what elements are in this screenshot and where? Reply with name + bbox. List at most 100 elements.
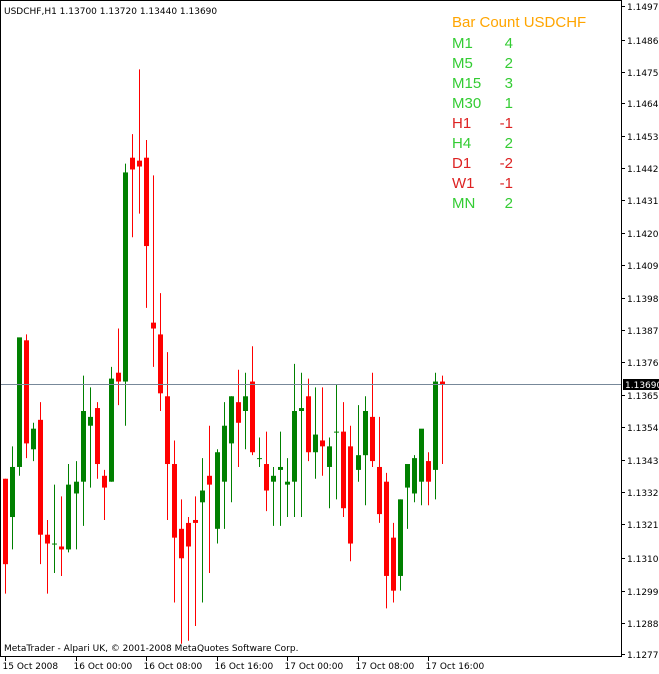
candle-body (271, 475, 276, 482)
y-tick-label: 1.12775 (627, 651, 659, 661)
candle-body (222, 425, 227, 482)
candle (179, 499, 184, 644)
x-tick-label: 15 Oct 2008 (3, 662, 59, 672)
candle-body (10, 466, 15, 518)
bar-count-timeframe: M30 (452, 95, 481, 112)
candle-body (24, 340, 29, 444)
y-tick-label: 1.14860 (627, 37, 659, 47)
candle (45, 519, 50, 594)
candle-body (278, 466, 283, 470)
candle-body (200, 490, 205, 503)
candle (320, 387, 325, 476)
candle (285, 458, 290, 518)
y-tick-label: 1.13765 (627, 359, 659, 369)
candle (229, 396, 234, 503)
symbol-header: USDCHF,H1 1.13700 1.13720 1.13440 1.1369… (4, 7, 217, 17)
x-tick-label: 17 Oct 00:00 (285, 662, 344, 672)
candle (433, 372, 438, 500)
candle-body (229, 396, 234, 444)
y-tick-label: 1.13325 (627, 489, 659, 499)
candle-body (172, 464, 177, 538)
x-tick-label: 16 Oct 16:00 (215, 662, 274, 672)
y-axis: 1.14975 1.14860 1.14750 1.14645 1.14535 1.144… (621, 3, 659, 661)
candle (10, 446, 15, 550)
candle (102, 469, 107, 520)
candle (158, 293, 163, 411)
bar-count-title: Bar Count USDCHF (452, 14, 586, 31)
candle-body (264, 464, 269, 491)
candle (334, 384, 339, 500)
candle-body (391, 537, 396, 591)
candle (59, 496, 64, 576)
y-tick-label: 1.14205 (627, 230, 659, 240)
candle (327, 437, 332, 509)
candle (3, 478, 8, 594)
y-tick-label: 1.13100 (627, 555, 659, 565)
candle-body (405, 464, 410, 488)
candle (412, 455, 417, 503)
candle (207, 425, 212, 573)
y-tick-label: 1.12990 (627, 588, 659, 598)
footer-copyright: MetaTrader - Alpari UK, © 2001-2008 Meta… (4, 644, 298, 654)
bar-count-value: -2 (500, 155, 513, 172)
bar-count-timeframe: M15 (452, 75, 481, 92)
candle (271, 466, 276, 526)
candle-body (433, 381, 438, 470)
y-tick-label: 1.14315 (627, 197, 659, 207)
y-tick-label: 1.14975 (627, 3, 659, 13)
current-price-label: 1.13690 (625, 381, 659, 391)
candle-body (426, 461, 431, 482)
y-tick-label: 1.13985 (627, 295, 659, 305)
candle-body (158, 334, 163, 394)
candle-body (334, 431, 339, 433)
candle (66, 464, 71, 553)
y-tick-label: 1.13435 (627, 457, 659, 467)
candle-body (341, 431, 346, 509)
candle (116, 328, 121, 406)
candle (341, 402, 346, 518)
y-tick-label: 1.14425 (627, 165, 659, 175)
y-tick-label: 1.14095 (627, 262, 659, 272)
candle-body (299, 408, 304, 411)
candle-body (66, 484, 71, 550)
current-price-marker: 1.13690 (623, 379, 659, 391)
candle (24, 334, 29, 459)
candle-body (116, 372, 121, 382)
candle (313, 387, 318, 479)
bar-count-value: 2 (505, 195, 513, 212)
x-axis: 15 Oct 2008 16 Oct 00:00 16 Oct 08:00 16 Oc… (3, 657, 484, 672)
candle-body (45, 534, 50, 544)
candle-body (179, 528, 184, 559)
candle-body (38, 419, 43, 535)
candle (306, 378, 311, 462)
candle (130, 134, 135, 238)
candle (426, 452, 431, 506)
bar-count-value: 3 (505, 75, 513, 92)
candle (398, 499, 403, 591)
y-tick-label: 1.14645 (627, 100, 659, 110)
x-tick-label: 16 Oct 08:00 (144, 662, 203, 672)
candle-body (207, 475, 212, 485)
candle-body (306, 396, 311, 453)
bar-count-value: -1 (500, 175, 513, 192)
candle-body (313, 434, 318, 453)
candle-body (243, 396, 248, 411)
candle-body (370, 416, 375, 462)
candle-body (52, 543, 57, 545)
candle-body (320, 440, 325, 447)
plot-frame (0, 0, 622, 657)
bar-count-timeframe: M1 (452, 35, 473, 52)
candle (257, 437, 262, 467)
bar-count-timeframe: H4 (452, 135, 471, 152)
candle-body (257, 458, 262, 460)
candle (38, 402, 43, 565)
candle (52, 484, 57, 573)
candle (419, 428, 424, 506)
candle-body (144, 157, 149, 247)
candle (299, 372, 304, 518)
bar-count-panel: Bar Count USDCHF M1 4 M5 2 M15 3 M30 1 H1 -1 H4 2 D1… (452, 14, 586, 212)
candle-body (440, 381, 445, 385)
candle (243, 372, 248, 450)
candle-body (363, 411, 368, 456)
